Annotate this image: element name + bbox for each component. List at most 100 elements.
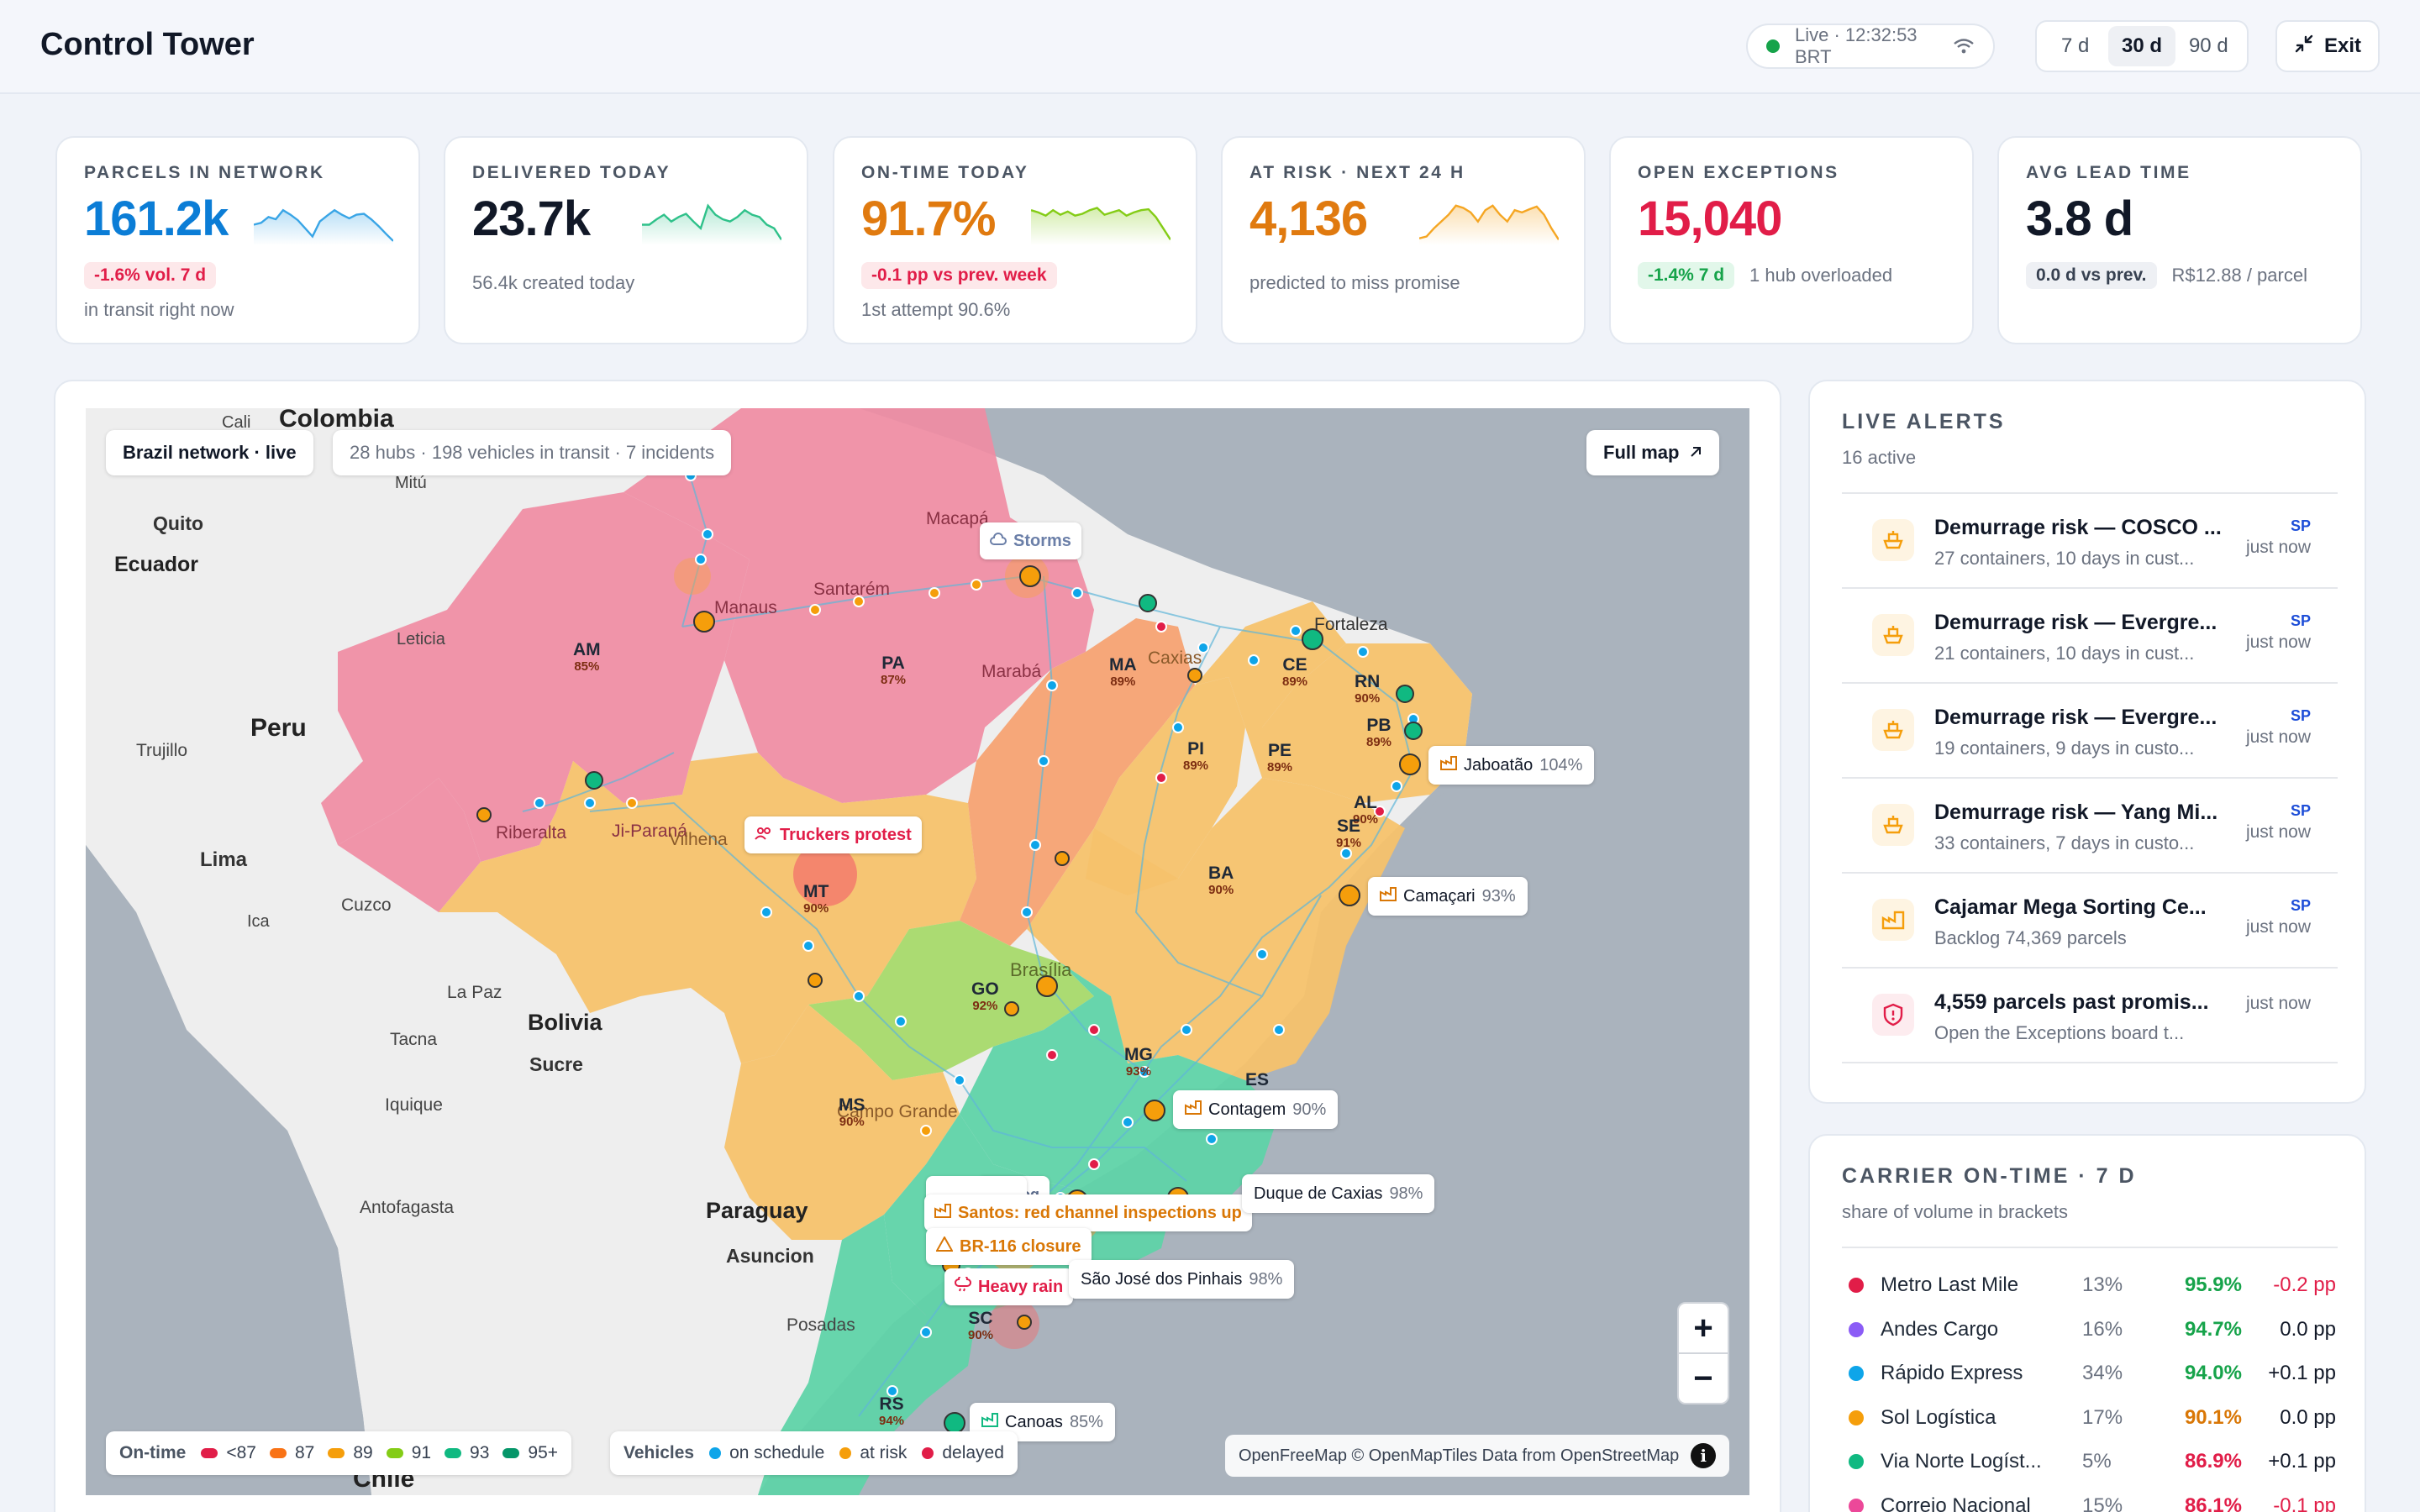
- hub-callout[interactable]: Duque de Caxias 98%: [1242, 1174, 1435, 1213]
- carrier-delta: -0.2 pp: [2273, 1273, 2336, 1297]
- factory-icon: [1440, 755, 1457, 775]
- alert-title: Demurrage risk — Evergre...: [1934, 706, 2217, 729]
- state-mg[interactable]: [960, 963, 1279, 1215]
- alert-item[interactable]: Demurrage risk — Yang Mi... 33 container…: [1842, 779, 2338, 874]
- carrier-row[interactable]: Via Norte Logíst... 5% 86.9% +0.1 pp: [1842, 1440, 2338, 1484]
- legend-title: Vehicles: [623, 1443, 695, 1462]
- state-label-go: GO 92%: [971, 980, 999, 1015]
- carrier-row[interactable]: Metro Last Mile 13% 95.9% -0.2 pp: [1842, 1263, 2338, 1308]
- alert-item[interactable]: Demurrage risk — Evergre... 19 container…: [1842, 684, 2338, 779]
- city-label: Leticia: [397, 630, 445, 648]
- carrier-color-dot: [1849, 1498, 1864, 1512]
- incident-tag-heavy-rain[interactable]: Heavy rain: [944, 1268, 1074, 1305]
- hub-name: Contagem: [1208, 1100, 1286, 1119]
- hub-callout[interactable]: Camaçari 93%: [1368, 877, 1528, 916]
- alert-item[interactable]: Demurrage risk — COSCO ... 27 containers…: [1842, 494, 2338, 589]
- alert-item[interactable]: Cajamar Mega Sorting Ce... Backlog 74,36…: [1842, 874, 2338, 969]
- carrier-share: 17%: [2082, 1405, 2123, 1429]
- alert-item[interactable]: Demurrage risk — Evergre... 21 container…: [1842, 589, 2338, 684]
- hub-callout[interactable]: Canoas 85%: [970, 1403, 1115, 1441]
- carrier-row[interactable]: Rápido Express 34% 94.0% +0.1 pp: [1842, 1352, 2338, 1396]
- kpi-delta-badge: -0.1 pp vs prev. week: [861, 262, 1057, 289]
- alert-item[interactable]: 4,559 parcels past promis... Open the Ex…: [1842, 969, 2338, 1063]
- carrier-name: Andes Cargo: [1881, 1317, 1999, 1341]
- panel-title: LIVE ALERTS: [1842, 410, 2006, 433]
- state-code: SE: [1337, 816, 1361, 836]
- hub-load: 85%: [1069, 1412, 1103, 1431]
- alert-title: Cajamar Mega Sorting Ce...: [1934, 895, 2207, 919]
- incident-glow: [793, 843, 857, 906]
- country-label: Paraguay: [706, 1198, 808, 1223]
- state-ontime: 89%: [1282, 675, 1308, 689]
- legend-swatch: [445, 1448, 462, 1458]
- range-90d-button[interactable]: 90 d: [2188, 34, 2228, 57]
- state-label-mt: MT 90%: [803, 882, 829, 917]
- sparkline-line: [1419, 204, 1559, 240]
- state-am[interactable]: [321, 492, 750, 862]
- sparkline-line: [254, 208, 393, 242]
- alert-description: 19 containers, 9 days in custo...: [1934, 738, 2195, 759]
- exit-button[interactable]: Exit: [2275, 20, 2380, 72]
- city-label: Manaus: [714, 598, 777, 617]
- state-ro-ac[interactable]: [338, 778, 481, 912]
- state-ba[interactable]: [1027, 778, 1405, 1080]
- alert-timestamp: just now: [2245, 994, 2311, 1013]
- incident-tag-santos[interactable]: Santos: red channel inspections up: [924, 1194, 1252, 1231]
- state-code: MT: [803, 882, 829, 901]
- carrier-name: Correio Nacional: [1881, 1494, 2031, 1512]
- carrier-delta: 0.0 pp: [2280, 1405, 2336, 1429]
- state-go[interactable]: [808, 921, 1094, 1080]
- carrier-row[interactable]: Andes Cargo 16% 94.7% 0.0 pp: [1842, 1308, 2338, 1352]
- legend-label: <87: [226, 1443, 256, 1462]
- hub-callout[interactable]: Jaboatão 104%: [1428, 746, 1595, 785]
- kpi-subtext: 1st attempt 90.6%: [861, 299, 1011, 320]
- zoom-out-button[interactable]: −: [1677, 1352, 1729, 1404]
- legend-label: 89: [353, 1443, 373, 1462]
- incident-tag-storms[interactable]: Storms: [980, 522, 1081, 559]
- state-pi[interactable]: [1086, 677, 1245, 895]
- carrier-row[interactable]: Sol Logística 17% 90.1% 0.0 pp: [1842, 1396, 2338, 1441]
- factory-icon: [1872, 899, 1914, 941]
- city-label: La Paz: [447, 983, 502, 1002]
- arrow-up-right-icon: [1689, 442, 1702, 464]
- state-ontime: 87%: [881, 673, 907, 687]
- live-clock: Live · 12:32:53 BRT: [1795, 24, 1918, 67]
- city-label: Santarém: [813, 580, 891, 599]
- map-attribution: OpenFreeMap © OpenMapTiles Data from Ope…: [1225, 1435, 1730, 1477]
- incident-tag-br116[interactable]: BR-116 closure: [926, 1228, 1092, 1265]
- kpi-value: 91.7%: [861, 192, 996, 246]
- full-map-button[interactable]: Full map: [1586, 430, 1720, 475]
- live-indicator-dot: [1766, 39, 1780, 53]
- state-to[interactable]: [960, 879, 1060, 946]
- state-ontime: 92%: [972, 999, 998, 1013]
- kpi-card-parcels-in-network: PARCELS IN NETWORK 161.2k -1.6% vol. 7 d…: [55, 136, 420, 344]
- factory-icon: [1185, 1100, 1202, 1120]
- legend-swatch: [709, 1447, 722, 1459]
- city-label: Ica: [247, 912, 270, 931]
- network-map[interactable]: Colombia Ecuador Peru Bolivia Paraguay C…: [86, 408, 1749, 1495]
- info-icon[interactable]: i: [1691, 1443, 1717, 1468]
- incident-tag-truckers-protest[interactable]: Truckers protest: [744, 816, 922, 853]
- hub-callout[interactable]: Contagem 90%: [1173, 1090, 1339, 1129]
- legend-label: 93: [470, 1443, 490, 1462]
- alert-region-tag: SP: [2290, 897, 2311, 914]
- carrier-row[interactable]: Correio Nacional 15% 86.1% -0.1 pp: [1842, 1484, 2338, 1512]
- vehicles-legend: Vehicles on schedule at risk delayed: [610, 1431, 1018, 1475]
- state-ms[interactable]: [724, 1005, 960, 1240]
- factory-icon: [1380, 886, 1397, 906]
- state-ma[interactable]: [968, 618, 1195, 879]
- city-label: Posadas: [786, 1315, 855, 1335]
- sparkline-line: [642, 203, 781, 240]
- warning-icon: [935, 1235, 954, 1257]
- city-label: Tacna: [390, 1030, 438, 1049]
- alert-description: 27 containers, 10 days in cust...: [1934, 548, 2195, 569]
- range-30d-button[interactable]: 30 d: [2108, 26, 2175, 66]
- range-7d-button[interactable]: 7 d: [2060, 34, 2090, 57]
- hub-callout[interactable]: São José dos Pinhais 98%: [1069, 1260, 1295, 1299]
- zoom-in-button[interactable]: +: [1677, 1302, 1729, 1354]
- state-ontime: 90%: [1208, 883, 1234, 897]
- alert-timestamp: just now: [2245, 538, 2311, 557]
- state-label-pe: PE 89%: [1267, 742, 1292, 776]
- alert-region-tag: SP: [2290, 517, 2311, 534]
- state-south[interactable]: [758, 1215, 976, 1495]
